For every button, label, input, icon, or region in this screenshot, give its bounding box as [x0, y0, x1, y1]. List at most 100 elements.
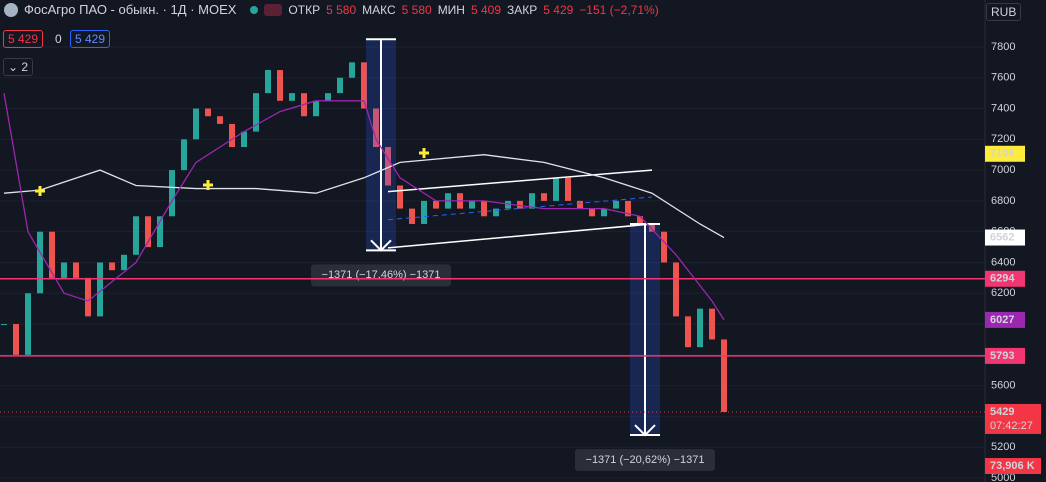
candle-body: [517, 200, 523, 209]
open-label: ОТКР: [288, 2, 321, 17]
y-tick-label: 5200: [991, 441, 1015, 453]
candle-body: [481, 200, 487, 217]
candle-body: [37, 231, 43, 294]
candle-body: [277, 70, 283, 101]
candle-body: [553, 177, 559, 201]
currency[interactable]: RUB: [986, 3, 1022, 21]
candle-body: [157, 216, 163, 248]
candle-body: [649, 223, 655, 232]
y-tick-label: 5000: [991, 472, 1015, 482]
y-tick-label: 7600: [991, 72, 1015, 84]
last-price-bg: [985, 403, 1041, 434]
price-label-bg: [985, 145, 1025, 162]
indicators-count: 2: [21, 60, 29, 74]
candle-body: [325, 93, 331, 101]
candle-body: [601, 208, 607, 217]
y-tick-label: 7000: [991, 164, 1015, 176]
price-label: 5793: [990, 350, 1014, 362]
candle-body: [97, 262, 103, 317]
candle-body: [661, 231, 667, 263]
close: 5 429: [543, 2, 574, 17]
volume-label: 73,906 K: [990, 460, 1035, 472]
candle-body: [577, 200, 583, 209]
symbol[interactable]: ФосАгро ПАО - обыкн. · 1Д · MOEX: [24, 2, 237, 17]
price-label-bg: [985, 229, 1025, 246]
status-dot: [250, 5, 259, 14]
candle-body: [25, 293, 31, 355]
candle-body: [565, 177, 571, 201]
channel-line: [387, 223, 653, 249]
candle-body: [49, 231, 55, 278]
candle-body: [493, 208, 499, 217]
open: 5 580: [326, 2, 357, 17]
candle-body: [73, 262, 79, 278]
candle-body: [721, 339, 727, 412]
candle-body: [193, 108, 199, 140]
volume-label-bg: [985, 458, 1041, 474]
candle-body: [337, 77, 343, 94]
price-label: 6294: [990, 273, 1015, 285]
candle-body: [265, 70, 271, 94]
price-label-bg: [985, 270, 1025, 287]
candle-body: [253, 93, 259, 132]
candle-body: [625, 200, 631, 217]
change: −151 (−2,71%): [579, 2, 659, 17]
candle-body: [421, 200, 427, 224]
candle-body: [709, 308, 715, 340]
candle-body: [61, 262, 67, 278]
legend-bar: ФосАгро ПАО - обыкн. · 1Д · MOEX ОТКР 5 5…: [4, 2, 659, 17]
moving-average: [3, 93, 725, 321]
candle-body: [697, 308, 703, 348]
low-label: МИН: [437, 2, 465, 17]
candle-body: [133, 216, 139, 255]
chevron: ⌄: [8, 60, 22, 74]
candle-body: [13, 324, 19, 355]
indicator-badge[interactable]: [264, 3, 283, 16]
candle-body: [385, 147, 391, 186]
candle-body: [397, 185, 403, 209]
sell-price[interactable]: 5 429: [3, 30, 44, 48]
candle-body: [241, 131, 247, 148]
buy-price[interactable]: 5 429: [70, 30, 111, 48]
close-label: ЗАКР: [507, 2, 538, 17]
channel-line: [387, 169, 653, 193]
candle-body: [673, 262, 679, 317]
candle-body: [373, 108, 379, 148]
price-label: 6562: [990, 231, 1014, 243]
candle-body: [589, 208, 595, 217]
candle-body: [121, 254, 127, 271]
candle-body: [289, 93, 295, 101]
candle-body: [313, 100, 319, 117]
measure-label-bg: [311, 264, 451, 287]
candle-body: [613, 200, 619, 209]
candle-body: [217, 116, 223, 124]
high: 5 580: [401, 2, 432, 17]
price-label: 6027: [990, 314, 1014, 326]
logo: [4, 2, 18, 17]
price-label-bg: [985, 347, 1025, 364]
candle-body: [181, 139, 187, 171]
y-tick-label: 6200: [991, 287, 1015, 299]
candle-body: [637, 216, 643, 224]
cross-marker: [35, 186, 45, 197]
candle-body: [229, 123, 235, 148]
candle-body: [205, 108, 211, 117]
measure-label-bg: [575, 449, 715, 472]
y-tick-label: 5600: [991, 380, 1015, 392]
price-label: 7106: [990, 148, 1014, 160]
price-label-bg: [985, 311, 1025, 328]
candle-body: [349, 62, 355, 78]
y-tick-label: 7200: [991, 133, 1015, 145]
y-tick-label: 6800: [991, 195, 1015, 207]
channel-mid: [387, 196, 653, 221]
candle-body: [85, 277, 91, 317]
candle-body: [409, 208, 415, 224]
indicators-toggle[interactable]: ⌄ 2: [3, 58, 34, 76]
candle-body: [541, 193, 547, 201]
candle-body: [1, 324, 7, 326]
measure-label: −1371 (−20,62%) −1371: [586, 454, 705, 466]
last-price: 5429: [990, 406, 1014, 418]
